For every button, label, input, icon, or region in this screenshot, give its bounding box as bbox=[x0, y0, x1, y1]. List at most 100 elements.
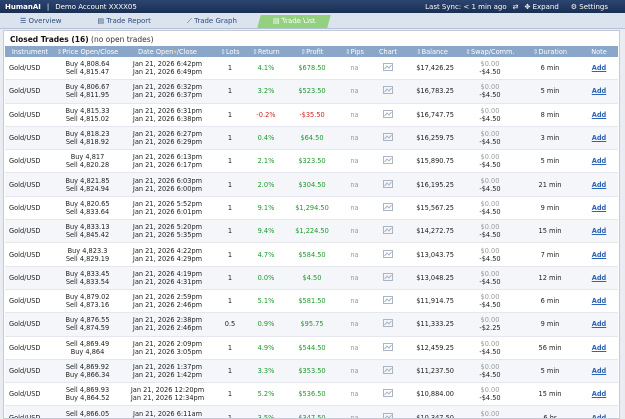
column-header[interactable]: ⇕Return bbox=[245, 46, 287, 57]
note-link[interactable]: Add bbox=[591, 110, 607, 119]
note-link[interactable]: Add bbox=[591, 203, 607, 212]
note-link[interactable]: Add bbox=[591, 64, 607, 73]
sort-icon[interactable]: ⇕ bbox=[532, 47, 539, 56]
tab[interactable]: ▤ Trade List bbox=[257, 15, 332, 28]
sort-arrow[interactable]: ▾ bbox=[173, 47, 177, 56]
column-label[interactable]: Duration bbox=[538, 47, 568, 56]
chart-icon[interactable] bbox=[383, 63, 393, 72]
sort-icon[interactable]: ⇕ bbox=[220, 47, 226, 56]
price-cell: Sell 4,866.05Buy 4,862.53 bbox=[55, 405, 120, 418]
note-link[interactable]: Add bbox=[591, 343, 607, 352]
sort-icon[interactable]: ⇕ bbox=[252, 47, 258, 56]
expand-label[interactable]: Expand bbox=[532, 2, 559, 11]
chart-icon[interactable] bbox=[383, 272, 393, 281]
tab-label[interactable]: Overview bbox=[28, 17, 62, 25]
column-label[interactable]: Pips bbox=[350, 47, 364, 56]
tab-label[interactable]: Trade List bbox=[280, 17, 317, 25]
note-link[interactable]: Add bbox=[591, 367, 607, 375]
chart-icon[interactable] bbox=[383, 202, 393, 211]
settings[interactable]: ⚙ Settings bbox=[570, 2, 608, 11]
column-label[interactable]: Profit bbox=[306, 47, 324, 56]
chart-icon[interactable] bbox=[383, 296, 393, 305]
column-header[interactable]: ⇕Swap/Comm. bbox=[460, 46, 520, 57]
note-link[interactable]: Add bbox=[591, 227, 607, 236]
swap-icon[interactable]: ⇄ bbox=[512, 2, 519, 11]
column-header[interactable]: Note bbox=[580, 46, 618, 57]
tab-inner[interactable]: ▤ Trade List bbox=[273, 15, 317, 28]
title: Closed Trades (16) bbox=[10, 35, 89, 44]
lots: 1 bbox=[227, 273, 233, 282]
note-link[interactable]: Add bbox=[591, 250, 607, 259]
column-label[interactable]: Price Open/Close bbox=[62, 47, 119, 56]
commission: -$4.50 bbox=[479, 347, 501, 356]
tab-label[interactable]: Trade Report bbox=[106, 17, 151, 25]
chart-icon[interactable] bbox=[383, 109, 393, 118]
note-link[interactable]: Add bbox=[591, 87, 607, 96]
note-link[interactable]: Add bbox=[591, 134, 607, 143]
column-label[interactable]: Note bbox=[591, 47, 607, 56]
column-label[interactable]: Swap/Comm. bbox=[470, 47, 515, 56]
sort-icon[interactable]: ⇕ bbox=[465, 47, 471, 56]
column-header[interactable]: ⇕Profit bbox=[287, 46, 337, 57]
chart-icon[interactable] bbox=[383, 86, 393, 95]
chart-cell bbox=[372, 196, 404, 221]
tab[interactable]: ▤ Trade Report bbox=[83, 15, 164, 28]
chart-icon[interactable] bbox=[383, 249, 393, 258]
tab-inner[interactable]: ⟋ Trade Graph bbox=[186, 17, 237, 25]
balance: $13,043.75 bbox=[416, 250, 454, 259]
note-link[interactable]: Add bbox=[591, 273, 607, 282]
note-link[interactable]: Add bbox=[591, 180, 607, 189]
column-label[interactable]: Lots bbox=[225, 47, 240, 56]
column-label[interactable]: Date Open bbox=[138, 47, 174, 56]
chart-icon[interactable] bbox=[383, 412, 393, 419]
price-close: Sell 4,811.95 bbox=[65, 91, 110, 100]
settings-label[interactable]: Settings bbox=[579, 2, 608, 11]
note-link[interactable]: Add bbox=[591, 297, 607, 306]
note-link[interactable]: Add bbox=[591, 320, 607, 329]
tab-label[interactable]: Trade Graph bbox=[194, 17, 237, 25]
column-header[interactable]: ⇕Pips bbox=[337, 46, 372, 57]
return-cell: 4.1% bbox=[245, 57, 287, 81]
chart-icon[interactable] bbox=[383, 342, 393, 351]
column-header[interactable]: ⇕Duration bbox=[520, 46, 580, 57]
account[interactable]: Demo Account XXXX05 bbox=[55, 2, 137, 11]
tab[interactable]: ⟋ Trade Graph bbox=[173, 15, 251, 28]
instrument-cell: Gold/USD bbox=[5, 196, 55, 221]
column-header[interactable]: Instrument bbox=[5, 46, 55, 57]
chart-icon[interactable] bbox=[383, 156, 393, 165]
chart-icon[interactable] bbox=[383, 389, 393, 398]
column-label[interactable]: Balance bbox=[421, 47, 448, 56]
chart-icon[interactable] bbox=[383, 133, 393, 142]
sort-icon[interactable]: ⇕ bbox=[345, 47, 351, 56]
column-header[interactable]: Date Open▾/Close bbox=[120, 46, 215, 57]
sort-icon[interactable]: ⇕ bbox=[56, 47, 63, 56]
chart-icon[interactable] bbox=[383, 366, 393, 374]
sort-icon[interactable]: ⇕ bbox=[300, 47, 307, 56]
sort-icon[interactable]: ⇕ bbox=[416, 47, 422, 56]
column-label[interactable]: /Close bbox=[176, 47, 197, 56]
pips: na bbox=[350, 297, 359, 306]
swap-cell: $0.00-$4.50 bbox=[460, 126, 520, 151]
column-header[interactable]: ⇕Balance bbox=[404, 46, 460, 57]
duration-cell: 7 min bbox=[520, 242, 580, 267]
chart-icon[interactable] bbox=[383, 226, 393, 235]
tab-inner[interactable]: ▤ Trade Report bbox=[97, 17, 151, 25]
note-link[interactable]: Add bbox=[591, 390, 607, 399]
column-label[interactable]: Return bbox=[257, 47, 280, 56]
column-header[interactable]: ⇕Lots bbox=[215, 46, 245, 57]
chart-icon[interactable] bbox=[383, 179, 393, 188]
tab[interactable]: ☰ Overview bbox=[6, 15, 75, 28]
note-link[interactable]: Add bbox=[591, 157, 607, 166]
column-label[interactable]: Instrument bbox=[11, 47, 49, 56]
tab-inner[interactable]: ☰ Overview bbox=[20, 17, 62, 25]
column-header[interactable]: ⇕Price Open/Close bbox=[55, 46, 120, 57]
duration-cell: 12 min bbox=[520, 266, 580, 290]
expand[interactable]: ✥ Expand bbox=[524, 2, 559, 11]
return: 2.0% bbox=[257, 180, 275, 189]
chart-icon[interactable] bbox=[383, 319, 393, 328]
column-header[interactable]: Chart bbox=[372, 46, 404, 57]
column-label[interactable]: Chart bbox=[378, 47, 398, 56]
note-link[interactable]: Add bbox=[591, 413, 607, 419]
date-open: Jan 21, 2026 6:11am bbox=[133, 409, 202, 418]
